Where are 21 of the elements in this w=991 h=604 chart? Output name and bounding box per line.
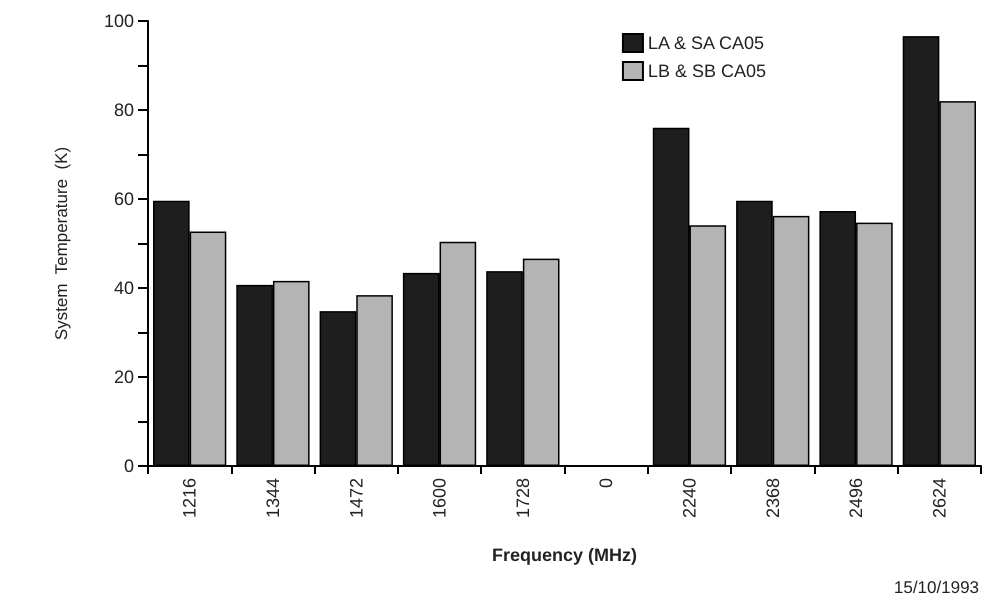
y-tick-label: 0	[124, 456, 134, 476]
x-tick-label: 2368	[762, 478, 783, 518]
x-tick-label: 1600	[430, 478, 450, 518]
text: 15/10/1993	[894, 578, 980, 597]
x-tick-label: 2624	[929, 478, 950, 518]
x-tick-label: 1728	[512, 478, 533, 518]
x-tick-label: 2240	[679, 478, 700, 518]
x-tick-label: 0	[596, 478, 616, 488]
legend-label: LA & SA CA05	[648, 33, 764, 53]
x-axis-title: Frequency (MHz)	[492, 545, 638, 565]
y-tick-label: 80	[114, 100, 134, 120]
y-tick-label: 20	[114, 367, 134, 387]
y-tick-label: 40	[114, 278, 134, 298]
x-tick-label: 2496	[846, 478, 866, 518]
legend-label: LB & SB CA05	[648, 61, 766, 81]
y-axis-title: System Temperature (K)	[52, 146, 71, 340]
y-tick-label: 100	[104, 11, 134, 31]
y-tick-label: 60	[114, 189, 134, 209]
x-tick-label: 1472	[346, 478, 366, 518]
x-tick-label: 1216	[180, 478, 200, 518]
x-tick-label: 1344	[262, 478, 283, 518]
